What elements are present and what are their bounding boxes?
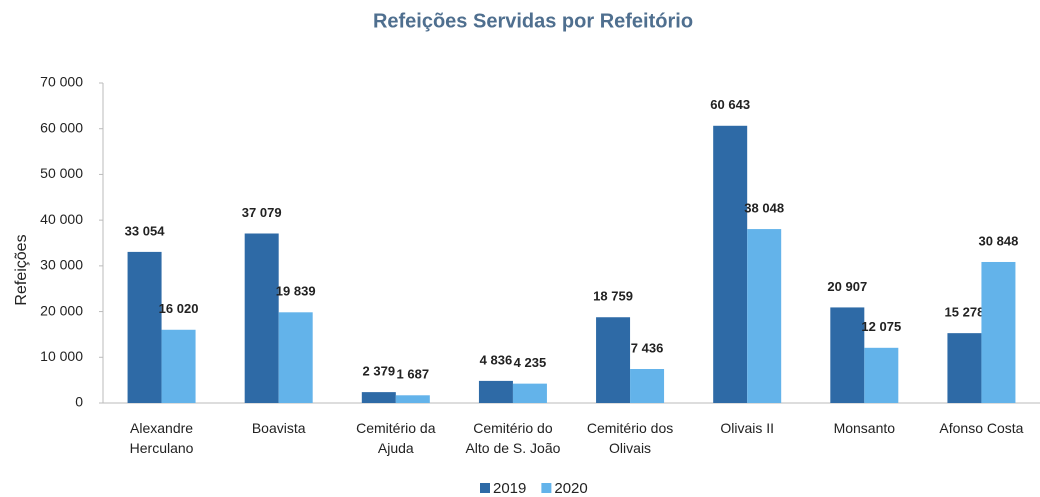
value-label: 19 839 <box>276 284 316 299</box>
bar <box>244 233 279 403</box>
y-tick-label: 10 000 <box>40 348 83 364</box>
bar <box>947 333 982 403</box>
bar <box>127 251 162 403</box>
legend-label: 2019 <box>493 480 526 497</box>
value-label: 60 643 <box>710 97 750 112</box>
x-tick-label: Boavista <box>252 420 306 436</box>
bar <box>395 395 430 403</box>
value-label: 7 436 <box>631 340 664 355</box>
x-tick-label: Alexandre Herculano <box>130 420 194 456</box>
bar <box>630 369 665 403</box>
value-label: 18 759 <box>593 289 633 304</box>
value-label: 16 020 <box>159 301 199 316</box>
value-label: 38 048 <box>744 201 784 216</box>
x-tick-label: Olivais II <box>720 420 774 436</box>
y-axis-label: Refeições <box>13 234 30 305</box>
bar <box>747 229 782 403</box>
bar <box>713 125 748 404</box>
chart-title: Refeições Servidas por Refeitório <box>373 10 693 32</box>
bar <box>161 329 196 403</box>
bar <box>361 392 396 403</box>
y-tick-label: 50 000 <box>40 165 83 181</box>
bar <box>981 261 1016 403</box>
y-tick-label: 0 <box>75 394 83 410</box>
value-label: 12 075 <box>861 319 901 334</box>
value-label: 4 836 <box>480 352 513 367</box>
x-tick-label: Cemitério do Alto de S. João <box>465 420 560 456</box>
value-label: 30 848 <box>979 233 1019 248</box>
bar <box>596 317 631 403</box>
y-tick-label: 60 000 <box>40 119 83 135</box>
bar <box>830 307 865 403</box>
x-tick-label: Afonso Costa <box>939 420 1023 436</box>
y-tick-label: 70 000 <box>40 74 83 90</box>
y-tick-label: 40 000 <box>40 211 83 227</box>
y-tick-label: 20 000 <box>40 302 83 318</box>
value-label: 33 054 <box>125 223 166 238</box>
value-label: 37 079 <box>242 205 282 220</box>
y-tick-label: 30 000 <box>40 257 83 273</box>
bar <box>864 347 899 403</box>
bar <box>278 312 313 403</box>
value-label: 4 235 <box>514 355 547 370</box>
x-tick-label: Monsanto <box>834 420 896 436</box>
x-tick-label: Cemitério da Ajuda <box>356 420 436 456</box>
value-label: 15 278 <box>945 305 985 320</box>
legend-swatch <box>480 483 490 493</box>
bar <box>512 383 547 403</box>
value-label: 1 687 <box>397 367 430 382</box>
x-tick-label: Cemitério dos Olivais <box>587 420 673 456</box>
value-label: 2 379 <box>363 364 396 379</box>
legend-swatch <box>541 483 552 493</box>
legend-label: 2020 <box>554 480 587 497</box>
bar <box>478 380 513 403</box>
value-label: 20 907 <box>827 279 867 294</box>
